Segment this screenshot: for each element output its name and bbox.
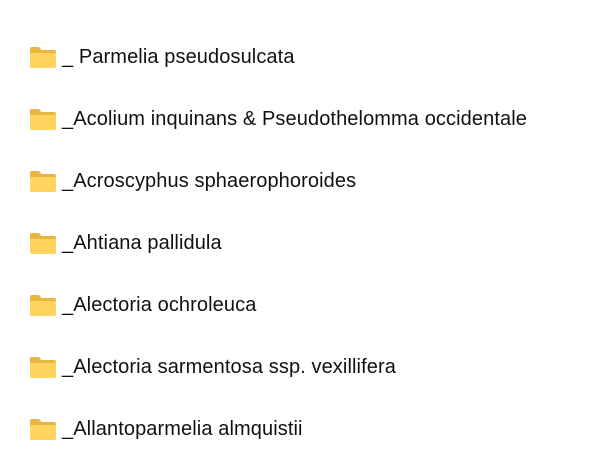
folder-name: _ Parmelia pseudosulcata	[62, 45, 295, 68]
folder-item-acroscyphus-sphaerophoroides[interactable]: _Acroscyphus sphaerophoroides	[30, 150, 595, 212]
folder-name: _Acroscyphus sphaerophoroides	[62, 169, 357, 192]
folder-item-alectoria-sarmentosa[interactable]: _Alectoria sarmentosa ssp. vexillifera	[30, 336, 595, 398]
folder-name: _Ahtiana pallidula	[62, 231, 222, 254]
folder-item-acolium-inquinans[interactable]: _Acolium inquinans & Pseudothelomma occi…	[30, 88, 595, 150]
folder-list: _ Parmelia pseudosulcata _Acolium inquin…	[30, 26, 595, 460]
folder-name: _Allantoparmelia almquistii	[62, 417, 303, 440]
folder-icon	[30, 418, 56, 440]
folder-icon	[30, 46, 56, 68]
folder-icon	[30, 232, 56, 254]
folder-item-parmelia-pseudosulcata[interactable]: _ Parmelia pseudosulcata	[30, 26, 595, 88]
folder-icon	[30, 170, 56, 192]
folder-item-ahtiana-pallidula[interactable]: _Ahtiana pallidula	[30, 212, 595, 274]
folder-name: _Acolium inquinans & Pseudothelomma occi…	[62, 107, 527, 130]
folder-item-allantoparmelia-almquistii[interactable]: _Allantoparmelia almquistii	[30, 398, 595, 460]
folder-icon	[30, 356, 56, 378]
folder-item-alectoria-ochroleuca[interactable]: _Alectoria ochroleuca	[30, 274, 595, 336]
folder-name: _Alectoria sarmentosa ssp. vexillifera	[62, 355, 396, 378]
folder-icon	[30, 108, 56, 130]
folder-icon	[30, 294, 56, 316]
folder-name: _Alectoria ochroleuca	[62, 293, 257, 316]
